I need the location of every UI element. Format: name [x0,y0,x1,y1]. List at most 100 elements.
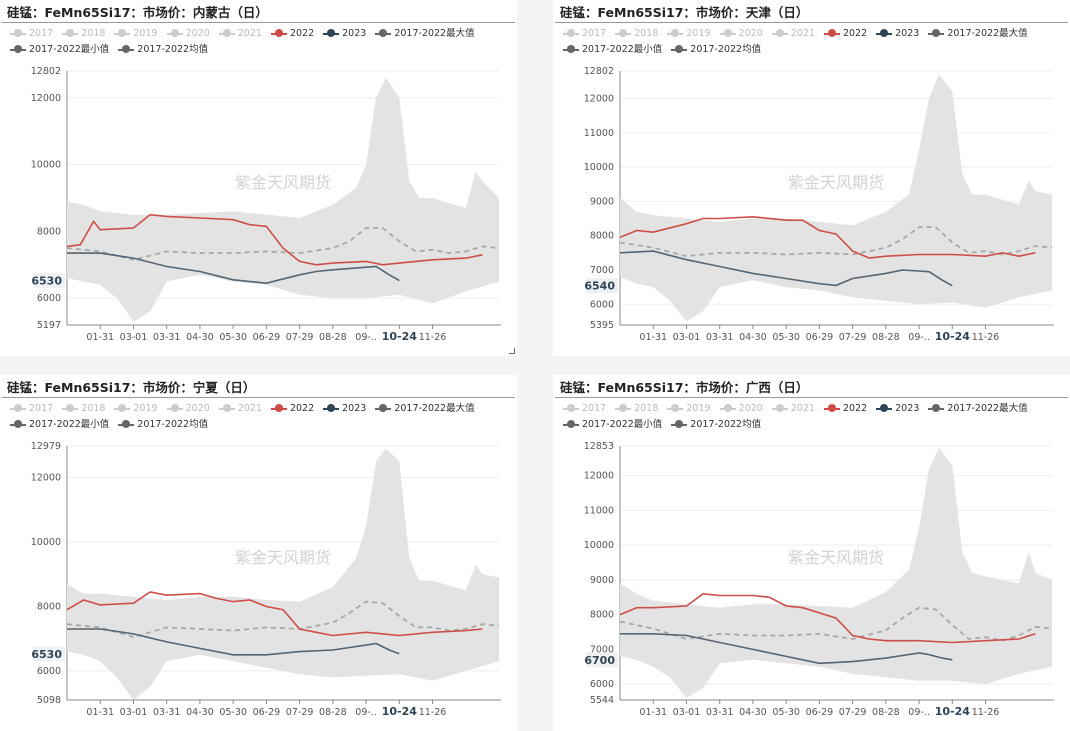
x-tick-label: 05-30 [772,707,800,718]
legend-item[interactable]: 2021 [218,26,262,42]
legend-item[interactable]: 2022 [823,401,867,417]
legend-item[interactable]: 2017-2022均值 [671,417,761,433]
legend-item[interactable]: 2020 [719,401,763,417]
y-tick-label: 7000 [590,265,614,276]
legend-item[interactable]: 2017-2022最小值 [563,42,662,58]
legend-swatch-icon [928,29,945,38]
legend-label: 2017-2022最大值 [947,403,1028,414]
line-chart: 6000 8000 10000 12000 12979 5098 紫金天风期货 01-31 03… [31,441,501,718]
legend-swatch-icon [719,404,736,413]
legend-item[interactable]: 2023 [323,26,366,42]
chart-legend: 2017 2018 2019 2020 2021 2022 2023 2017-2022最大值… [563,401,1068,433]
series-line-2023 [619,250,953,287]
chart-panel-ningxia: 硅锰：FeMn65Si17：市场价：宁夏（日） 2017 2018 2019 2020… [0,375,517,731]
legend-item[interactable]: 2017-2022均值 [118,42,208,58]
legend-label: 2021 [237,403,262,414]
legend-item[interactable]: 2017-2022最大值 [928,26,1028,42]
y-tick-label: 10000 [584,162,614,173]
x-tick-label: 08-28 [319,332,347,343]
legend-item[interactable]: 2017 [10,401,53,417]
legend-swatch-icon [62,29,79,38]
legend-item[interactable]: 2017-2022最大值 [928,401,1028,417]
legend-item[interactable]: 2017 [563,26,606,42]
legend-item[interactable]: 2023 [876,26,919,42]
legend-label: 2020 [738,403,763,414]
y-tick-label: 12000 [584,94,614,105]
legend-item[interactable]: 2020 [166,26,210,42]
legend-item[interactable]: 2019 [114,401,158,417]
legend-item[interactable]: 2022 [270,26,314,42]
watermark-text: 紫金天风期货 [788,548,884,567]
line-chart: 6000 7000 8000 9000 10000 11000 12000 12802 5395… [584,66,1054,343]
legend-item[interactable]: 2017 [10,26,53,42]
legend-swatch-icon [615,404,632,413]
watermark-text: 紫金天风期货 [235,548,331,567]
legend-swatch-icon [615,29,632,38]
x-tick-label: 03-01 [120,707,148,718]
legend-label: 2017-2022均值 [137,419,209,430]
y-tick-label: 11000 [584,128,614,139]
legend-item[interactable]: 2020 [719,26,763,42]
legend-item[interactable]: 2021 [771,401,815,417]
legend-item[interactable]: 2017-2022最小值 [10,42,109,58]
resize-handle[interactable] [509,348,515,354]
legend-swatch-icon [771,29,788,38]
legend-label: 2017-2022最小值 [582,419,663,430]
x-tick-label: 04-30 [739,332,767,343]
legend-item[interactable]: 2019 [114,26,158,42]
legend-item[interactable]: 2022 [270,401,314,417]
x-tick-label: 03-31 [706,707,734,718]
legend-label: 2017 [582,403,607,414]
legend-item[interactable]: 2017-2022最大值 [375,26,475,42]
legend-label: 2019 [686,403,711,414]
legend-label: 2017-2022均值 [137,44,209,55]
legend-item[interactable]: 2017-2022最小值 [10,417,109,433]
legend-item[interactable]: 2018 [62,401,105,417]
chart-legend: 2017 2018 2019 2020 2021 2022 2023 2017-2022最大值… [10,26,515,58]
legend-item[interactable]: 2017 [563,401,606,417]
legend-item[interactable]: 2023 [876,401,919,417]
legend-item[interactable]: 2022 [823,26,868,42]
legend-label: 2017-2022最大值 [394,28,475,39]
legend-item[interactable]: 2017-2022最小值 [563,417,662,433]
legend-item[interactable]: 2023 [323,401,366,417]
line-chart: 6000 7000 8000 9000 10000 11000 12000 12853 5544… [584,441,1054,718]
legend-label: 2021 [790,403,815,414]
x-tick-label: 01-31 [639,707,667,718]
legend-item[interactable]: 2017-2022均值 [671,42,761,58]
legend-item[interactable]: 2020 [166,401,210,417]
legend-item[interactable]: 2019 [667,401,711,417]
x-tick-label: 09-.. [355,707,377,718]
legend-label: 2017 [29,28,54,39]
legend-item[interactable]: 2017-2022均值 [118,417,208,433]
y-tick-label: 6000 [590,679,614,690]
x-tick-label: 07-29 [839,332,867,343]
title-divider [555,22,1068,23]
legend-item[interactable]: 2018 [615,401,658,417]
series-line-mean [66,600,500,639]
x-tick-label: 07-29 [839,707,867,718]
chart-title: 硅锰：FeMn65Si17：市场价：广西（日） [560,380,809,395]
legend-swatch-icon [563,420,579,429]
x-tick-label: 04-30 [739,707,767,718]
legend-item[interactable]: 2019 [667,26,711,42]
legend-label: 2018 [634,28,659,39]
legend-swatch-icon [118,45,135,54]
legend-item[interactable]: 2021 [771,26,815,42]
legend-label: 2017-2022最小值 [29,44,110,55]
legend-item[interactable]: 2021 [218,401,262,417]
legend-label: 2020 [185,403,210,414]
current-value-label: 6530 [31,648,62,661]
legend-label: 2022 [842,28,868,39]
x-tick-label: 11-26 [419,332,447,343]
current-value-box [33,646,65,662]
legend-item[interactable]: 2017-2022最大值 [375,401,475,417]
x-tick-label: 09-.. [908,332,930,343]
series-line-2022 [619,592,1036,644]
legend-item[interactable]: 2018 [62,26,105,42]
range-band [620,74,1052,322]
x-tick-label: 03-31 [706,332,734,343]
legend-item[interactable]: 2018 [615,26,658,42]
x-tick-label: 08-28 [872,707,900,718]
y-tick-label: 8000 [590,610,614,621]
